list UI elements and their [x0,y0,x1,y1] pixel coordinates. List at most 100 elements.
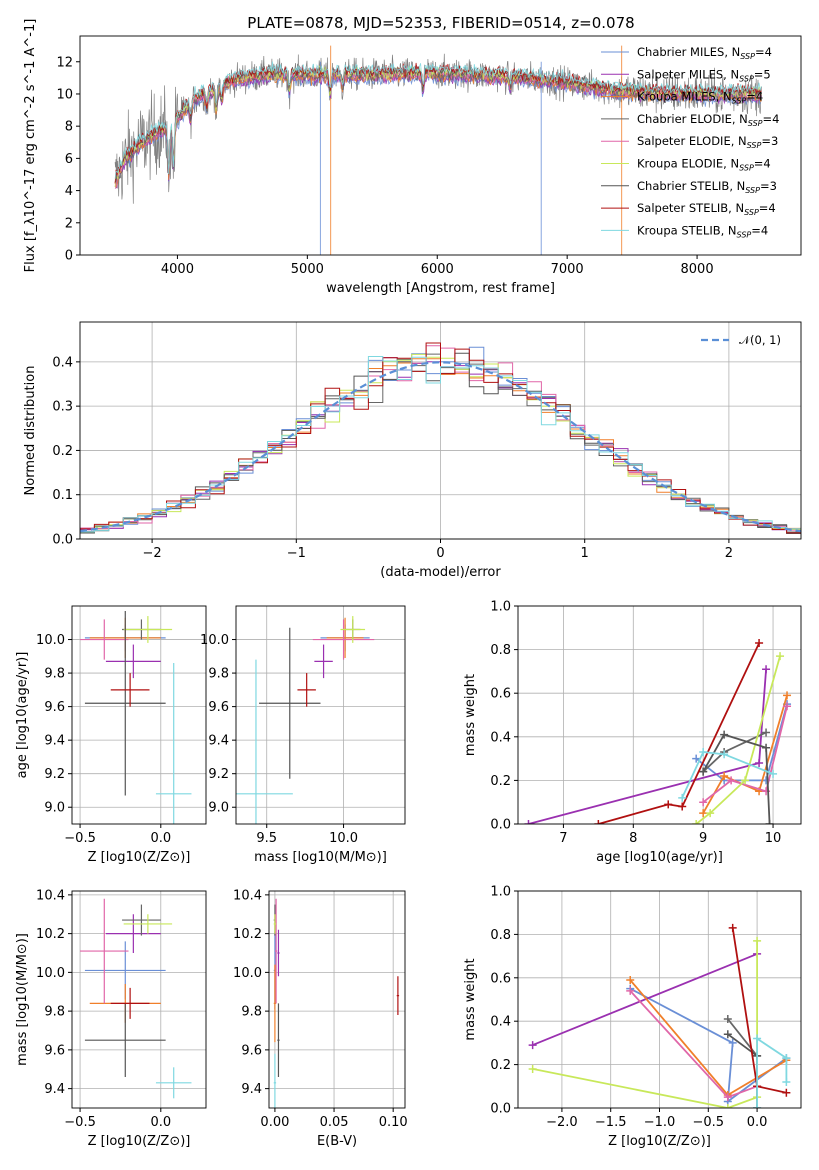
y-tick-label: 10.0 [233,966,262,981]
normal-reference-curve [80,361,801,533]
mass-weight-line [731,927,787,1094]
mass-weight-marker [769,769,778,778]
error-bar-point [259,627,321,779]
mass-weight-line [756,1036,788,1108]
axes-frame [517,605,802,825]
axes-layer: −2.0 −1.5 −1.0 −0.5 0.0 0.0 0.2 0.4 0.6 0.8 1.0 Z [… [463,885,802,1149]
mass-weight-marker [762,728,771,737]
x-tick-label: −0.5 [693,1115,725,1130]
axes-frame [71,890,207,1109]
x-tick-label: 0.10 [379,1115,408,1130]
y-tick-label: 0 [65,249,73,264]
x-tick-label: 0.0 [747,1115,768,1130]
y-tick-label: 10 [56,87,73,102]
axes-layer: −0.5 0.0 9.4 9.6 9.8 10.0 10.2 10.4 Z [log10(Z/Z… [15,888,207,1149]
x-tick-label: 1 [581,546,589,561]
mass-weight-marker [720,772,729,781]
y-tick-label: 0.1 [52,488,73,503]
spectrum-panel: 4000 5000 6000 7000 8000 0 2 4 6 8 10 12 wavelength … [23,19,802,296]
legend-label: Chabrier ELODIE, NSSP=4 [637,112,779,128]
mass-weight-marker [783,691,792,700]
x-axis-label: Z [log10(Z/Z⊙)] [88,850,191,865]
age-vs-mass-panel: 9.5 10.0 9.0 9.2 9.4 9.6 9.8 10.0 mass [log10(M/… [200,605,406,865]
axes-frame [71,605,207,825]
x-axis-label: age [log10(age/yr)] [596,850,723,865]
x-tick-label: 0 [436,546,444,561]
y-tick-label: 9.4 [44,1082,65,1097]
axes-layer: 0.00 0.05 0.10 9.4 9.6 9.8 10.0 10.2 10.4 E(B-V) [233,888,408,1149]
x-axis-label: mass [log10(M/M⊙)] [254,850,387,865]
x-tick-label: 8000 [681,262,714,277]
error-bar-point [123,616,173,643]
x-tick-label: −0.5 [64,831,96,846]
y-tick-label: 0.8 [490,643,511,658]
marks-layer [236,616,375,824]
mass-weight-marker [776,652,785,661]
mass-weight-marker [728,1038,737,1047]
y-tick-label: 10.0 [200,633,229,648]
x-tick-label: −2 [143,546,162,561]
legend-label: Salpeter ELODIE, NSSP=3 [637,134,778,150]
axes-layer: −2 −1 0 1 2 0.0 0.1 0.2 0.3 0.4 (data-model)/error… [23,321,802,580]
legend-label: Chabrier STELIB, NSSP=3 [637,179,777,195]
marks-layer [273,898,400,1108]
x-tick-label: 10 [765,831,782,846]
marks-layer [114,45,762,255]
marks-layer [80,898,192,1099]
mass-weight-marker [626,975,635,984]
x-tick-label: 0.0 [150,831,171,846]
error-bar-point [314,644,333,679]
y-tick-label: 0.4 [490,730,511,745]
mass-weight-marker [699,809,708,818]
mass-weight-marker [753,936,762,945]
error-bar-point [80,619,129,660]
residual-histogram-step [80,356,801,534]
error-bar-point [273,1053,277,1108]
x-tick-label: −2.0 [546,1115,578,1130]
y-tick-label: 9.4 [44,734,65,749]
mass-weight-line [532,940,758,1108]
axes-frame [268,890,406,1109]
y-axis-label: Flux [f_λ10^-17 erg cm^-2 s^-1 A^-1] [23,19,38,273]
residuals-histogram-panel: −2 −1 0 1 2 0.0 0.1 0.2 0.3 0.4 (data-model)/error… [23,321,802,580]
x-tick-label: 4000 [161,262,194,277]
mass-weight-marker [699,748,708,757]
mass-vs-ebv-panel: 0.00 0.05 0.10 9.4 9.6 9.8 10.0 10.2 10.4 E(B-V) [233,888,408,1149]
y-tick-label: 4 [65,184,73,199]
y-tick-label: 10.0 [36,966,65,981]
y-axis-label: Normed distribution [23,366,38,496]
x-axis-label: E(B-V) [317,1134,357,1149]
mass-weight-marker [626,986,635,995]
y-tick-label: 0.3 [52,400,73,415]
mass-weight-marker [699,767,708,776]
legend-label: Kroupa MILES, NSSP=4 [637,90,763,106]
mass-weight-marker [692,754,701,763]
x-tick-label: −1 [287,546,306,561]
error-bar-point [312,619,375,660]
error-bar-point [123,914,173,934]
y-tick-label: 10.4 [36,888,65,903]
y-tick-label: 9.4 [208,734,229,749]
mass-weight-marker [753,1034,762,1043]
mass-weight-marker [699,798,708,807]
mass-weight-marker [782,1088,791,1097]
axes-layer: 7 8 9 10 0.0 0.2 0.4 0.6 0.8 1.0 age [log10(age/yr… [463,600,802,865]
y-tick-label: 0.0 [490,1102,511,1117]
plot-area [72,891,206,1108]
mass-weight-marker [762,665,771,674]
y-axis-label: age [log10(age/yr)] [15,652,30,779]
y-tick-label: 0.4 [52,355,73,370]
x-tick-label: 0.00 [260,1115,289,1130]
mass-weight-marker [678,802,687,811]
mass-weight-line [598,642,760,824]
x-tick-label: 0.0 [150,1115,171,1130]
y-tick-label: 9.8 [208,667,229,682]
error-bar-point [396,976,400,1015]
y-tick-label: 9.6 [208,700,229,715]
marks-layer [528,923,791,1108]
mass-weight-marker [723,1093,732,1102]
y-tick-label: 9.6 [241,1043,262,1058]
mass-weight-vs-age-panel: 7 8 9 10 0.0 0.2 0.4 0.6 0.8 1.0 age [log10(age/yr… [463,600,802,865]
error-bar-point [326,617,364,658]
